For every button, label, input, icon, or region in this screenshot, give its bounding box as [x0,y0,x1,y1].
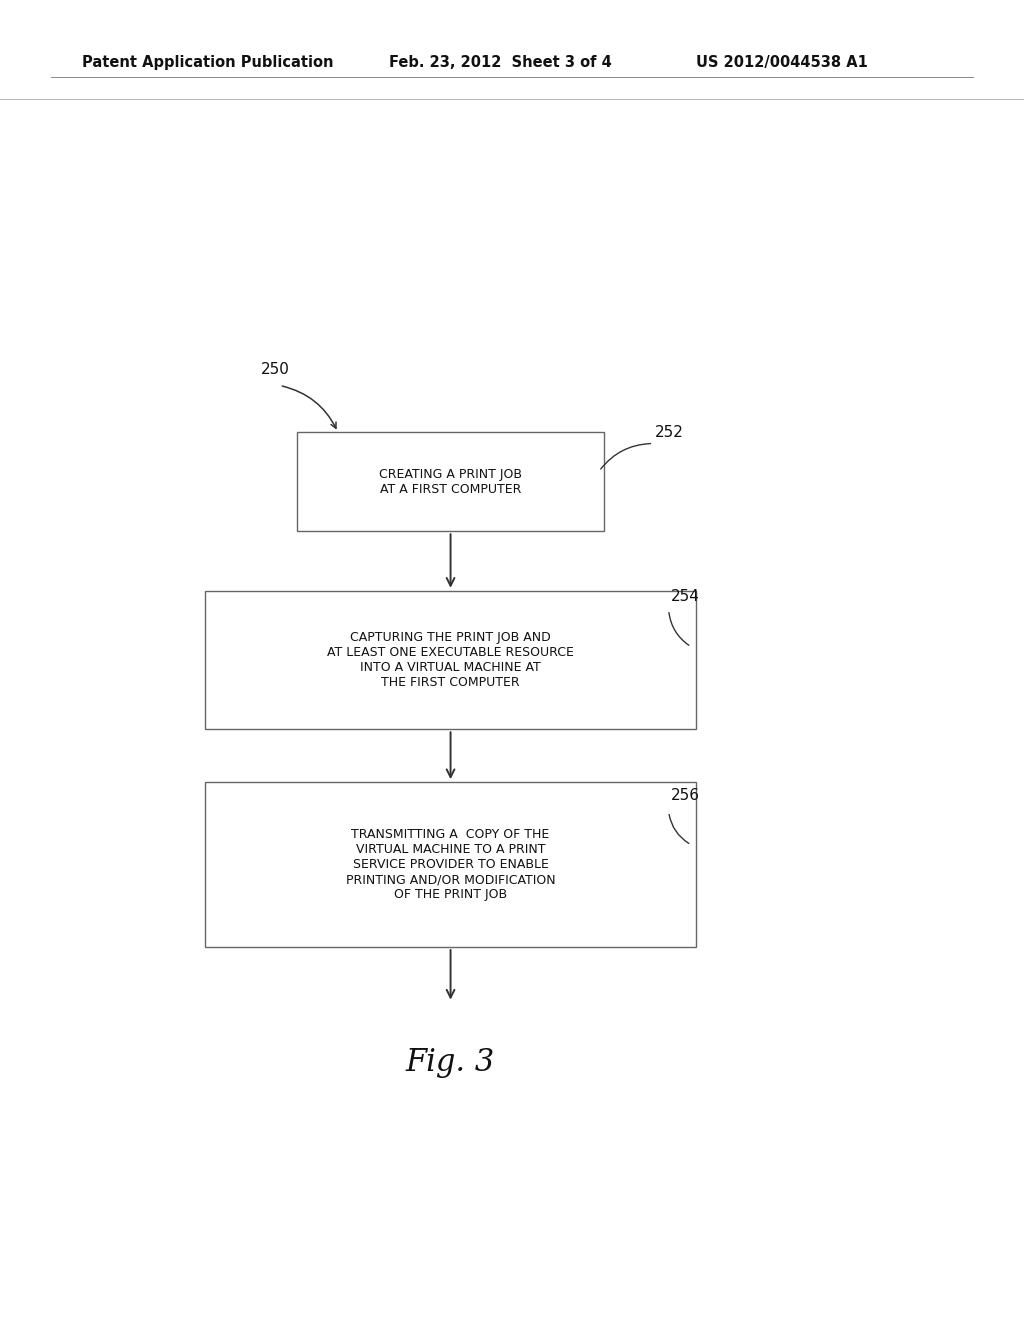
FancyArrowPatch shape [601,444,650,469]
Text: 254: 254 [671,589,699,605]
FancyBboxPatch shape [205,591,696,729]
Text: CREATING A PRINT JOB
AT A FIRST COMPUTER: CREATING A PRINT JOB AT A FIRST COMPUTER [379,467,522,496]
Text: CAPTURING THE PRINT JOB AND
AT LEAST ONE EXECUTABLE RESOURCE
INTO A VIRTUAL MACH: CAPTURING THE PRINT JOB AND AT LEAST ONE… [327,631,574,689]
Text: Feb. 23, 2012  Sheet 3 of 4: Feb. 23, 2012 Sheet 3 of 4 [389,55,612,70]
FancyArrowPatch shape [669,612,689,645]
Text: US 2012/0044538 A1: US 2012/0044538 A1 [696,55,868,70]
FancyBboxPatch shape [205,781,696,948]
FancyBboxPatch shape [297,433,604,531]
FancyArrowPatch shape [283,385,336,428]
Text: 256: 256 [671,788,699,804]
Text: Patent Application Publication: Patent Application Publication [82,55,334,70]
FancyArrowPatch shape [669,814,689,843]
Text: 252: 252 [655,425,684,441]
Text: TRANSMITTING A  COPY OF THE
VIRTUAL MACHINE TO A PRINT
SERVICE PROVIDER TO ENABL: TRANSMITTING A COPY OF THE VIRTUAL MACHI… [346,828,555,902]
Text: Fig. 3: Fig. 3 [406,1047,496,1078]
Text: 250: 250 [261,362,290,378]
